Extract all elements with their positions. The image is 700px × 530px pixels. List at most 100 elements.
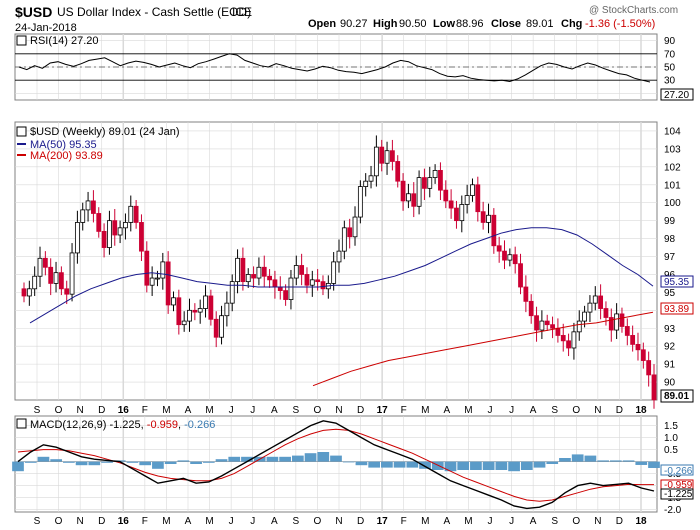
price-title-checkbox bbox=[16, 126, 27, 137]
candle-body bbox=[438, 170, 443, 191]
macd-last-value: -1.225 bbox=[664, 489, 693, 500]
macd-histogram-bar bbox=[164, 461, 177, 464]
macd-histogram-bar bbox=[330, 455, 342, 462]
rsi-tick-label: 50 bbox=[664, 63, 676, 74]
candle bbox=[432, 164, 438, 184]
ma50-legend: MA(50) 95.35 bbox=[30, 139, 97, 151]
candle-body bbox=[357, 186, 363, 218]
macd-histogram-bar bbox=[228, 456, 241, 462]
month-tick-label: A bbox=[185, 405, 192, 416]
candle-body bbox=[432, 170, 438, 179]
macd-histogram-bar bbox=[50, 459, 63, 462]
macd-histogram-bar bbox=[190, 461, 202, 464]
candle bbox=[507, 248, 513, 267]
rsi-title-checkbox bbox=[16, 35, 27, 46]
candlesticks bbox=[21, 135, 657, 409]
candle-body bbox=[640, 349, 646, 361]
candle bbox=[480, 201, 486, 230]
candle bbox=[427, 166, 433, 198]
candle bbox=[389, 139, 395, 171]
macd-histogram-bar bbox=[635, 461, 648, 465]
candle bbox=[475, 176, 481, 222]
candle-body bbox=[251, 274, 256, 279]
candle-body bbox=[26, 288, 32, 297]
month-tick-label: M bbox=[421, 405, 429, 416]
candle bbox=[395, 155, 401, 188]
macd-histogram-bar bbox=[101, 461, 113, 463]
macd-histogram-bar bbox=[37, 456, 50, 462]
candle-body bbox=[123, 222, 128, 229]
month-tick-label: M bbox=[464, 405, 472, 416]
candle bbox=[571, 322, 577, 360]
price-tick-label: 93 bbox=[664, 324, 676, 335]
macd-title-hist: -0.266 bbox=[184, 419, 215, 431]
candle bbox=[518, 253, 523, 295]
macd-histogram-bar bbox=[495, 461, 508, 470]
candle-body bbox=[48, 266, 54, 284]
month-tick-label: F bbox=[401, 405, 407, 416]
candle-body bbox=[379, 146, 385, 164]
rsi-line bbox=[18, 53, 651, 83]
candle-body bbox=[422, 177, 427, 189]
candle bbox=[219, 305, 224, 345]
candle-body bbox=[384, 150, 390, 164]
candle-body bbox=[544, 320, 550, 326]
month-tick-label: M bbox=[464, 516, 472, 527]
price-tick-label: 103 bbox=[664, 144, 681, 155]
rsi-title: RSI(14) 27.20 bbox=[30, 35, 98, 47]
candle-body bbox=[443, 189, 449, 202]
month-tick-label: D bbox=[616, 405, 623, 416]
candle-body bbox=[165, 261, 171, 306]
macd-histogram-bar bbox=[63, 461, 75, 463]
candle bbox=[341, 220, 347, 260]
candle bbox=[160, 252, 166, 290]
candle bbox=[502, 240, 507, 270]
candle bbox=[486, 203, 491, 234]
candle bbox=[448, 189, 454, 219]
candle bbox=[512, 246, 518, 274]
macd-histogram-bar bbox=[241, 456, 253, 462]
month-tick-label: S bbox=[293, 405, 300, 416]
month-tick-label: N bbox=[77, 516, 84, 527]
month-tick-label: S bbox=[551, 516, 558, 527]
macd-histogram-bar bbox=[317, 452, 330, 462]
price-title: $USD (Weekly) 89.01 (24 Jan) bbox=[30, 126, 180, 138]
month-tick-label: 17 bbox=[377, 405, 389, 416]
candle-body bbox=[64, 288, 70, 295]
price-tick-label: 97 bbox=[664, 252, 676, 263]
month-tick-label: J bbox=[509, 405, 514, 416]
high-label: High bbox=[373, 18, 398, 30]
candle-body bbox=[229, 281, 235, 304]
macd-histogram-bar bbox=[24, 461, 37, 463]
candle-body bbox=[42, 257, 48, 268]
macd-histogram-bar bbox=[393, 461, 406, 468]
candle-body bbox=[454, 207, 459, 222]
symbol: $USD bbox=[15, 4, 52, 20]
month-tick-label: O bbox=[314, 405, 322, 416]
candle bbox=[544, 314, 550, 331]
candle bbox=[646, 351, 652, 387]
macd-signal-last-value: -0.959 bbox=[664, 480, 693, 491]
candle-body bbox=[566, 340, 571, 349]
month-tick-label: J bbox=[229, 405, 234, 416]
candle-body bbox=[107, 220, 112, 248]
month-tick-label: A bbox=[271, 405, 278, 416]
month-tick-label: F bbox=[142, 516, 148, 527]
candle-body bbox=[213, 318, 219, 338]
macd-last-tags: -0.266 -0.959 -1.225 bbox=[660, 464, 694, 500]
macd-title: MACD(12,26,9) -1.225, -0.959, -0.266 bbox=[30, 419, 215, 431]
candle-body bbox=[400, 180, 406, 202]
macd-hist-last-value: -0.266 bbox=[664, 466, 693, 477]
macd-grid bbox=[15, 416, 657, 512]
candle-body bbox=[149, 277, 155, 286]
candle-body bbox=[299, 265, 305, 275]
candle-body bbox=[21, 288, 27, 297]
candle bbox=[85, 191, 91, 222]
candle-body bbox=[261, 266, 267, 277]
candle-body bbox=[411, 193, 417, 207]
candle bbox=[213, 311, 219, 348]
month-tick-label: J bbox=[250, 516, 255, 527]
candle bbox=[624, 318, 630, 346]
month-tick-label: D bbox=[616, 516, 623, 527]
candle bbox=[352, 206, 358, 246]
